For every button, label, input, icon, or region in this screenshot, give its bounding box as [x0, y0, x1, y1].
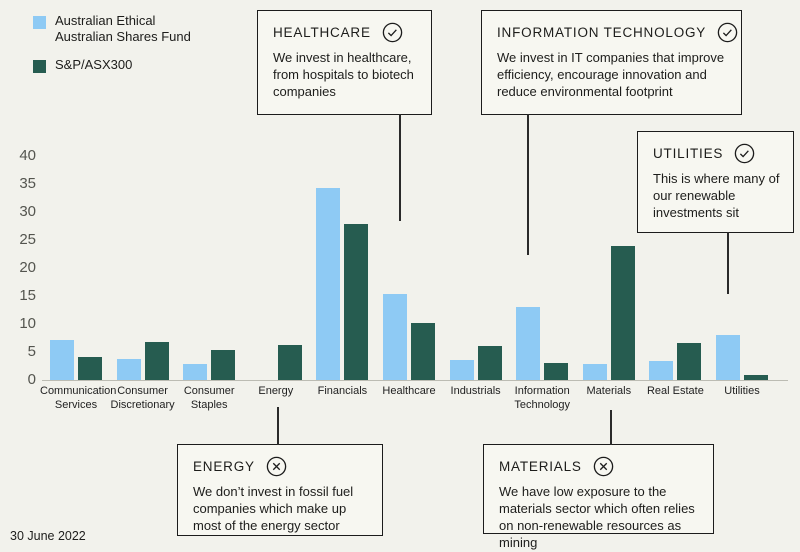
chart-date-label: 30 June 2022 [10, 529, 86, 543]
legend-swatch-fund [33, 16, 46, 29]
legend-label-fund: Australian Ethical Australian Shares Fun… [55, 13, 191, 45]
connector-line-utilities [727, 232, 729, 294]
x-axis-line [42, 380, 788, 381]
x-circle-icon [266, 456, 287, 477]
y-axis-tick-label: 35 [19, 175, 36, 192]
bar-fund-communication-services [50, 340, 74, 380]
y-axis-tick-label: 20 [19, 259, 36, 276]
bar-benchmark-utilities [744, 374, 768, 380]
x-axis-category-label: Healthcare [382, 385, 436, 397]
bar-fund-consumer-staples [183, 364, 208, 380]
y-axis-tick-label: 5 [27, 343, 36, 360]
bar-fund-consumer-discretionary [116, 358, 141, 380]
bar-fund-materials [582, 364, 607, 380]
bar-fund-utilities [716, 335, 740, 380]
bar-benchmark-communication-services [78, 357, 102, 380]
callout-utilities-title: UTILITIES [653, 146, 724, 161]
bar-fund-healthcare [383, 293, 407, 380]
callout-energy: ENERGY We don’t invest in fossil fuel co… [177, 444, 383, 536]
bar-benchmark-industrials [477, 346, 502, 380]
y-axis-tick-label: 40 [19, 147, 36, 164]
legend-swatch-benchmark [33, 60, 46, 73]
callout-it-title: INFORMATION TECHNOLOGY [497, 25, 707, 40]
bar-benchmark-financials [344, 224, 369, 380]
callout-healthcare-title: HEALTHCARE [273, 25, 371, 40]
y-axis-tick-label: 10 [19, 315, 36, 332]
callout-healthcare: HEALTHCARE We invest in healthcare, from… [257, 10, 432, 115]
connector-line-information-technology [527, 114, 529, 255]
bar-fund-financials [316, 188, 341, 380]
check-circle-icon [717, 22, 738, 43]
y-axis-tick-label: 25 [19, 231, 36, 248]
x-axis-category-label: Energy [258, 385, 294, 397]
bar-fund-information-technology [516, 307, 541, 380]
callout-utilities-title-row: UTILITIES [653, 143, 780, 164]
x-axis-category-label: Communication Services [40, 385, 117, 411]
legend-item-benchmark: S&P/ASX300 [33, 57, 132, 73]
callout-materials: MATERIALS We have low exposure to the ma… [483, 444, 714, 550]
x-axis-category-label: Financials [317, 385, 368, 397]
bar-benchmark-materials [610, 246, 635, 380]
callout-healthcare-body: We invest in healthcare, from hospitals … [273, 50, 414, 100]
callout-utilities: UTILITIES This is where many of our rene… [637, 131, 794, 233]
callout-healthcare-title-row: HEALTHCARE [273, 22, 418, 43]
legend-label-benchmark: S&P/ASX300 [55, 57, 133, 72]
x-axis-category-label: Industrials [450, 385, 501, 397]
bar-benchmark-consumer-discretionary [144, 341, 169, 380]
connector-line-materials [610, 410, 612, 445]
bar-benchmark-healthcare [411, 322, 435, 380]
legend-label-fund-line1: Australian Ethical [55, 13, 156, 28]
y-axis-tick-label: 30 [19, 203, 36, 220]
bar-fund-real-estate [649, 360, 674, 380]
callout-energy-body: We don’t invest in fossil fuel companies… [193, 484, 354, 534]
bar-benchmark-consumer-staples [211, 350, 236, 380]
y-axis-tick-label: 15 [19, 287, 36, 304]
check-circle-icon [734, 143, 755, 164]
x-circle-icon [593, 456, 613, 477]
x-axis-category-label: Consumer Staples [183, 385, 235, 411]
callout-energy-title: ENERGY [193, 459, 255, 474]
callout-it-body: We invest in IT companies that improve e… [497, 50, 725, 100]
callout-utilities-body: This is where many of our renewable inve… [653, 171, 780, 221]
check-circle-icon [382, 22, 403, 43]
legend-label-fund-line2: Australian Shares Fund [55, 28, 191, 44]
x-axis-category-label: Information Technology [514, 385, 571, 411]
callout-it-title-row: INFORMATION TECHNOLOGY [497, 22, 738, 43]
callout-information-technology: INFORMATION TECHNOLOGY We invest in IT c… [481, 10, 742, 115]
x-axis-category-label: Materials [586, 385, 632, 397]
callout-energy-title-row: ENERGY [193, 456, 369, 477]
y-axis-tick-label: 0 [27, 371, 36, 388]
callout-materials-title-row: MATERIALS [499, 456, 700, 477]
x-axis-category-label: Utilities [724, 385, 760, 397]
bar-benchmark-information-technology [544, 363, 569, 380]
connector-line-healthcare [399, 114, 401, 221]
callout-materials-title: MATERIALS [499, 459, 582, 474]
x-axis-category-label: Consumer Discretionary [110, 385, 175, 411]
callout-materials-body: We have low exposure to the materials se… [499, 484, 695, 551]
bar-benchmark-energy [277, 344, 302, 380]
legend-item-fund: Australian Ethical Australian Shares Fun… [33, 13, 191, 45]
bar-benchmark-real-estate [677, 343, 702, 380]
bar-fund-industrials [449, 359, 474, 380]
x-axis-category-label: Real Estate [646, 385, 704, 397]
connector-line-energy [277, 407, 279, 445]
